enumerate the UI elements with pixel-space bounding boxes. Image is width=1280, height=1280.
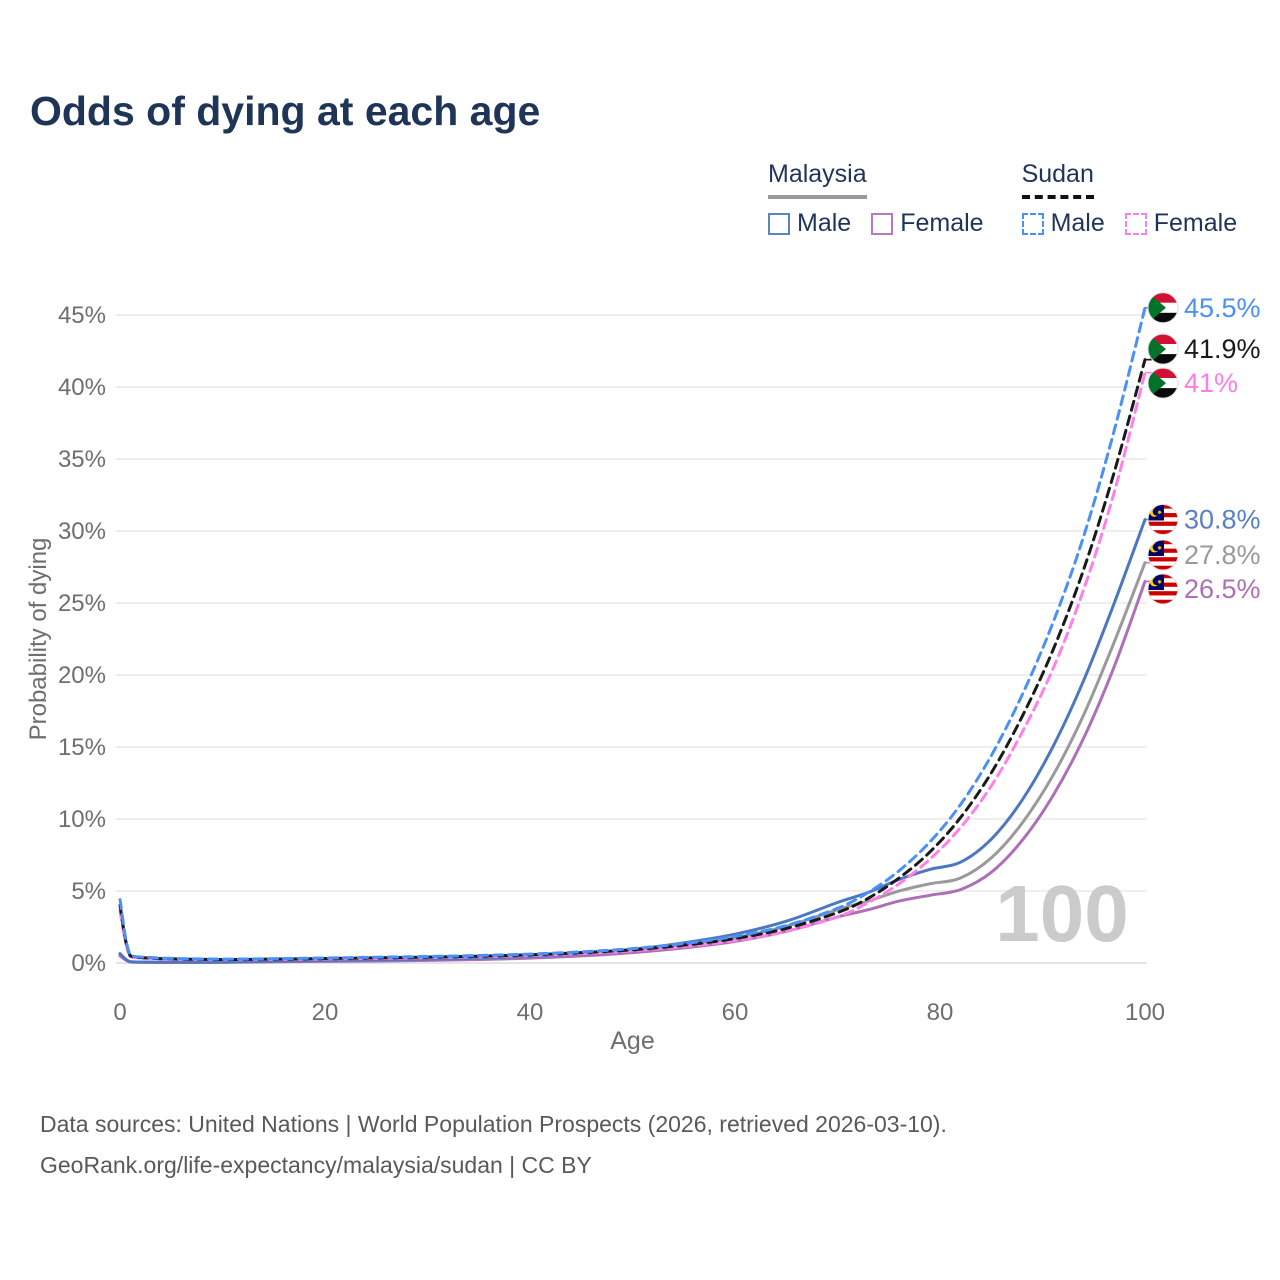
legend-item-label: Female bbox=[1153, 209, 1238, 237]
legend: Malaysia Male Female Sudan Male Female bbox=[768, 160, 1237, 238]
legend-item-label: Female bbox=[900, 209, 984, 237]
malaysia-female-swatch-icon bbox=[871, 212, 894, 235]
end-value-label: 41% bbox=[1184, 368, 1238, 398]
y-tick-label: 45% bbox=[58, 302, 106, 329]
footer-attribution-line: GeoRank.org/life-expectancy/malaysia/sud… bbox=[40, 1152, 592, 1178]
watermark: 100 bbox=[995, 869, 1128, 958]
end-value-label: 45.5% bbox=[1184, 293, 1261, 323]
end-value-label: 41.9% bbox=[1184, 334, 1261, 364]
malaysia-male-swatch-icon bbox=[768, 212, 790, 235]
age-watermark: 100 bbox=[995, 869, 1128, 958]
axis-labels: 0% 5% 10% 15% 20% 25% 30% 35% 40% 45% 0 20 40 60 80 100… bbox=[25, 302, 1165, 1055]
x-tick-label: 0 bbox=[113, 999, 126, 1026]
y-tick-label: 0% bbox=[71, 950, 106, 977]
legend-item-sudan-female[interactable]: Female bbox=[1124, 209, 1238, 238]
malaysia-flag-icon bbox=[1148, 574, 1178, 604]
legend-item-malaysia-male[interactable]: Male bbox=[768, 209, 851, 238]
malaysia-flag-icon bbox=[1148, 504, 1178, 534]
end-labels: 45.5% 41.9% 41% 30.8% 27.8% 26.5% bbox=[1145, 293, 1261, 604]
sudan-female-swatch-icon bbox=[1124, 212, 1147, 235]
y-tick-label: 20% bbox=[58, 662, 106, 689]
malaysia-flag-icon bbox=[1148, 540, 1178, 570]
end-value-label: 30.8% bbox=[1184, 504, 1261, 534]
sudan-flag-icon bbox=[1148, 368, 1178, 398]
end-value-label: 26.5% bbox=[1184, 574, 1261, 604]
gridlines bbox=[116, 314, 1147, 964]
x-tick-label: 20 bbox=[312, 999, 339, 1026]
y-tick-label: 25% bbox=[58, 590, 106, 617]
legend-item-sudan-male[interactable]: Male bbox=[1021, 209, 1105, 238]
y-tick-label: 40% bbox=[58, 374, 106, 401]
legend-group-malaysia: Malaysia Male Female bbox=[768, 160, 984, 238]
x-tick-label: 60 bbox=[722, 999, 749, 1026]
sudan-flag-icon bbox=[1148, 334, 1178, 364]
x-tick-label: 40 bbox=[517, 999, 544, 1026]
legend-group-title-malaysia: Malaysia bbox=[768, 160, 867, 199]
y-tick-label: 30% bbox=[58, 518, 106, 545]
legend-item-label: Male bbox=[797, 209, 852, 237]
end-value-label: 27.8% bbox=[1184, 540, 1261, 570]
y-axis-title: Probability of dying bbox=[25, 538, 52, 741]
y-tick-label: 15% bbox=[58, 734, 106, 761]
footer-sources-line: Data sources: United Nations | World Pop… bbox=[40, 1111, 947, 1137]
data-series-lines bbox=[118, 306, 1147, 964]
x-axis-title: Age bbox=[610, 1027, 654, 1055]
sudan-flag-icon bbox=[1148, 293, 1178, 323]
legend-group-sudan: Sudan Male Female bbox=[1021, 160, 1238, 238]
x-tick-label: 80 bbox=[927, 999, 954, 1026]
footer: Data sources: United Nations | World Pop… bbox=[40, 1104, 947, 1186]
legend-items-malaysia: Male Female bbox=[768, 209, 984, 238]
y-tick-label: 10% bbox=[58, 806, 106, 833]
x-tick-label: 100 bbox=[1125, 999, 1165, 1026]
legend-group-title-sudan: Sudan bbox=[1021, 160, 1094, 199]
legend-items-sudan: Male Female bbox=[1021, 209, 1238, 238]
chart-title: Odds of dying at each age bbox=[30, 88, 541, 134]
y-tick-label: 35% bbox=[58, 446, 106, 473]
line-sudan-male bbox=[118, 306, 1147, 961]
line-sudan-all bbox=[118, 358, 1147, 961]
legend-item-label: Male bbox=[1050, 209, 1105, 237]
y-tick-label: 5% bbox=[71, 878, 106, 905]
line-malaysia-male bbox=[118, 518, 1147, 964]
line-malaysia-all bbox=[118, 561, 1147, 964]
legend-item-malaysia-female[interactable]: Female bbox=[871, 209, 984, 238]
sudan-male-swatch-icon bbox=[1021, 212, 1044, 235]
